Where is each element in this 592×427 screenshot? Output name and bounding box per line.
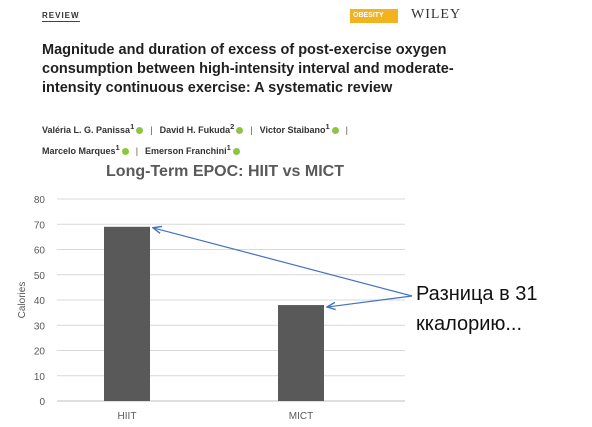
y-axis-label: Calories xyxy=(17,282,28,319)
author-2: David H. Fukuda2 xyxy=(159,122,244,135)
author-separator: | xyxy=(135,146,139,156)
orcid-icon[interactable] xyxy=(136,127,144,135)
author-separator: | xyxy=(345,125,348,135)
annotation-arrow-hiit xyxy=(153,228,413,297)
y-tick-label: 80 xyxy=(34,195,46,206)
author-5: Emerson Franchini1 xyxy=(145,143,240,156)
author-name: David H. Fukuda xyxy=(159,125,231,135)
orcid-icon[interactable] xyxy=(236,127,244,135)
x-tick-label: HIIT xyxy=(118,411,137,422)
orcid-icon[interactable] xyxy=(331,127,339,135)
author-affiliation: 1 xyxy=(115,143,120,152)
author-3: Victor Staibano1 xyxy=(259,122,339,135)
author-4: Marcelo Marques1 xyxy=(42,143,129,156)
bar-hiit xyxy=(104,226,150,401)
y-tick-label: 20 xyxy=(34,347,46,358)
paper-title: Magnitude and duration of excess of post… xyxy=(42,42,454,96)
author-affiliation: 1 xyxy=(130,122,135,131)
author-separator: | xyxy=(150,125,153,135)
author-separator: | xyxy=(250,125,253,135)
y-tick-label: 0 xyxy=(39,397,45,408)
orcid-icon[interactable] xyxy=(232,148,240,156)
author-affiliation: 1 xyxy=(325,122,330,131)
journal-logo: OBESITY xyxy=(350,9,398,23)
y-tick-label: 30 xyxy=(34,321,46,332)
x-tick-label: MICT xyxy=(289,411,313,422)
orcid-icon[interactable] xyxy=(121,148,129,156)
y-tick-label: 60 xyxy=(34,246,46,257)
y-tick-label: 10 xyxy=(34,372,46,383)
author-1: Valéria L. G. Panissa1 xyxy=(42,122,144,135)
bar-mict xyxy=(278,305,324,401)
author-name: Emerson Franchini xyxy=(145,146,227,156)
author-name: Valéria L. G. Panissa xyxy=(42,125,131,135)
y-tick-label: 50 xyxy=(34,271,46,282)
y-tick-label: 40 xyxy=(34,296,46,307)
author-name: Marcelo Marques xyxy=(42,146,116,156)
author-affiliation: 1 xyxy=(226,143,231,152)
author-affiliation: 2 xyxy=(230,122,235,131)
author-name: Victor Staibano xyxy=(259,125,326,135)
publisher-logo: WILEY xyxy=(411,7,462,22)
chart-title: Long-Term EPOC: HIIT vs MICT xyxy=(106,163,344,180)
annotation-arrow-mict xyxy=(327,295,413,307)
author-list: Valéria L. G. Panissa1 | David H. Fukuda2 |… xyxy=(42,118,402,160)
annotation-text: Разница в 31 ккалорию... xyxy=(416,283,538,335)
y-tick-label: 70 xyxy=(34,220,46,231)
section-label: REVIEW xyxy=(42,11,80,22)
